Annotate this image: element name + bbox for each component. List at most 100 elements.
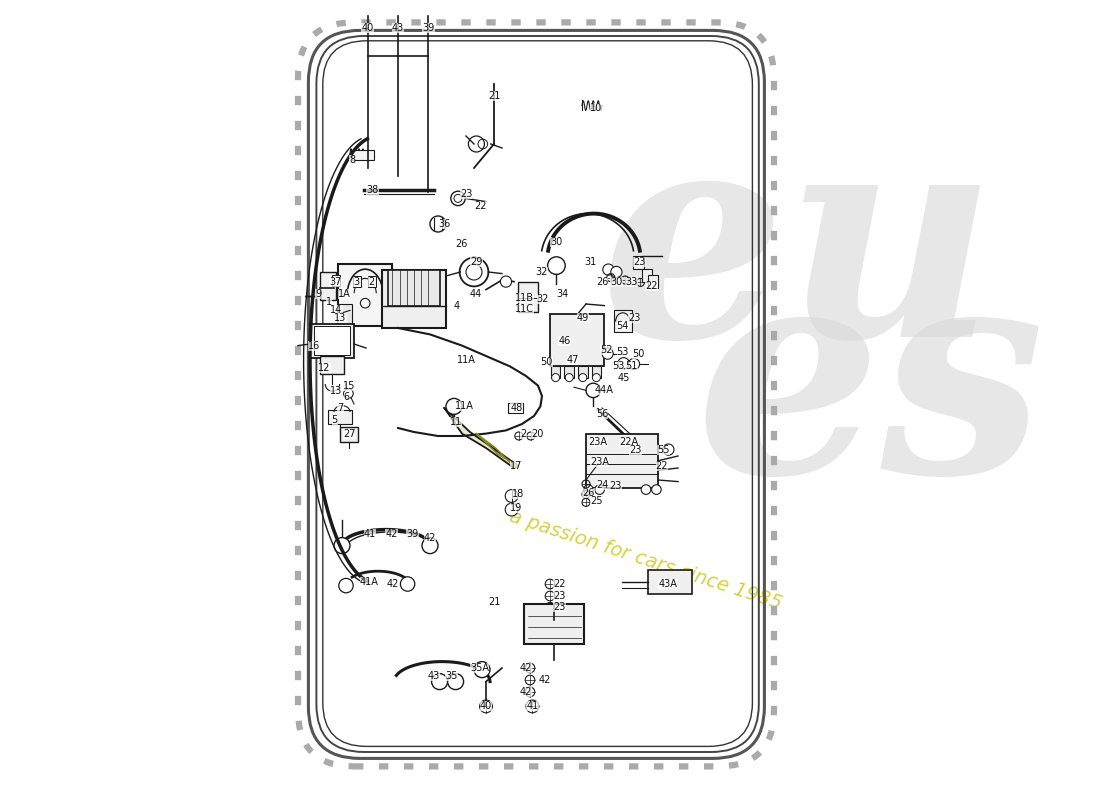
Text: 56: 56 [596,410,608,419]
Text: 2: 2 [368,278,375,287]
Circle shape [593,374,601,382]
Text: 23A: 23A [590,458,609,467]
Circle shape [460,258,488,286]
Text: 29: 29 [470,258,483,267]
Bar [382,270,446,328]
Bar [310,324,354,358]
Circle shape [579,374,586,382]
Text: 41A: 41A [360,578,378,587]
Text: 30: 30 [550,237,562,246]
Text: 2: 2 [520,430,527,439]
Text: 13: 13 [334,314,346,323]
Bar [592,366,602,378]
Text: 31: 31 [584,258,596,267]
Text: 18: 18 [512,490,524,499]
Text: 30: 30 [610,277,623,286]
Text: 50: 50 [540,357,553,366]
Text: 7: 7 [338,403,343,413]
Circle shape [595,485,604,494]
Text: 8: 8 [350,155,355,165]
Bar [340,427,358,442]
Bar [614,310,631,332]
Circle shape [446,398,462,414]
Bar [353,276,361,287]
Text: 52: 52 [600,346,613,355]
Text: 20: 20 [531,430,543,439]
Text: 39: 39 [406,530,418,539]
Polygon shape [476,434,518,467]
Circle shape [334,538,350,554]
Text: 45: 45 [617,374,630,383]
Text: 44: 44 [470,289,482,298]
Bar [332,275,340,286]
Text: 22: 22 [646,281,658,290]
Text: 35: 35 [446,671,458,681]
Text: 3: 3 [353,278,360,287]
Text: 42: 42 [539,675,551,685]
Text: 23: 23 [609,482,622,491]
Text: 6: 6 [343,392,350,402]
Text: 15: 15 [343,382,355,391]
Text: 23: 23 [629,446,641,455]
Text: 42: 42 [385,530,398,539]
Text: 23: 23 [628,313,640,322]
Text: 23: 23 [634,258,646,267]
Bar [518,282,538,312]
Bar [551,366,560,378]
Text: 16: 16 [308,341,320,350]
Bar [352,150,374,160]
Circle shape [663,444,674,455]
Text: 32: 32 [537,294,549,304]
Text: 42: 42 [520,663,532,673]
Text: 11A: 11A [455,402,474,411]
Bar [328,410,352,424]
Text: 35A: 35A [470,663,490,673]
Circle shape [602,348,613,359]
Text: 44A: 44A [594,386,613,395]
Text: 27: 27 [343,430,355,439]
Text: 23: 23 [553,602,565,612]
Circle shape [641,485,651,494]
Circle shape [603,264,614,275]
Circle shape [474,662,490,678]
Text: 23A: 23A [588,438,607,447]
Text: 22: 22 [474,201,486,210]
Text: 21: 21 [487,597,500,606]
Text: 19: 19 [510,503,522,513]
Text: 14: 14 [330,305,342,314]
Text: 11C: 11C [515,304,534,314]
Text: 12: 12 [318,363,331,373]
Text: 26: 26 [455,239,468,249]
Text: eu: eu [600,114,997,398]
Text: 32: 32 [536,267,548,277]
Text: 43: 43 [392,23,404,33]
Text: 38: 38 [366,186,378,195]
Bar [338,264,393,326]
Text: 1: 1 [326,298,332,307]
Text: es: es [695,250,1045,534]
Bar [634,256,643,269]
Bar [642,269,652,282]
Text: 42: 42 [520,687,532,697]
Text: 1A: 1A [338,290,351,299]
Circle shape [339,578,353,593]
Text: 24: 24 [596,480,609,490]
Text: 54: 54 [617,322,629,331]
Text: 41: 41 [364,530,376,539]
Circle shape [469,136,484,152]
Bar [550,314,604,366]
Circle shape [548,257,565,274]
Text: 49: 49 [576,313,588,322]
Bar [648,570,692,594]
Circle shape [618,358,629,369]
Text: 37: 37 [329,277,342,286]
Text: 43A: 43A [658,579,676,589]
Text: 22: 22 [553,579,565,589]
Circle shape [586,383,601,398]
Text: 48: 48 [510,403,522,413]
Text: 11: 11 [450,418,462,427]
Text: 39: 39 [422,23,435,33]
Circle shape [505,490,518,502]
Text: 43: 43 [428,671,440,681]
Circle shape [500,276,512,287]
